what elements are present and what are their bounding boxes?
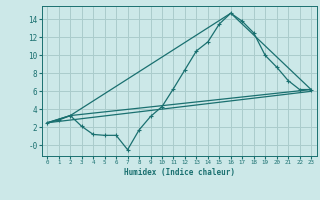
X-axis label: Humidex (Indice chaleur): Humidex (Indice chaleur)	[124, 168, 235, 177]
